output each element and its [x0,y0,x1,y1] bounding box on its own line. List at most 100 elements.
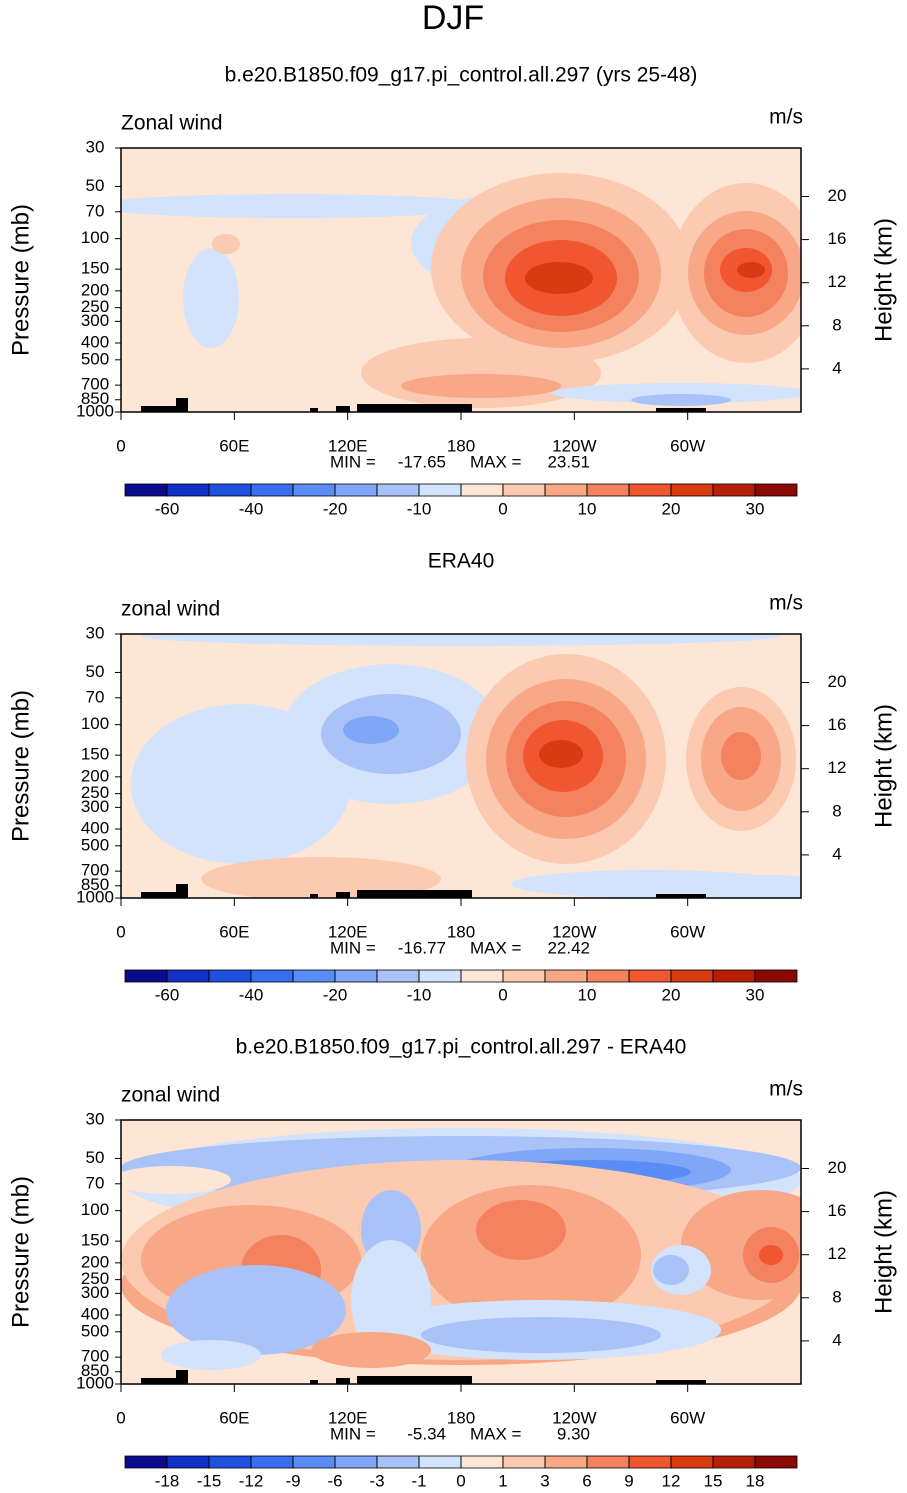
panel-title: b.e20.B1850.f09_g17.pi_control.all.297 -… [236,1036,687,1059]
y2-tick-label: 8 [832,315,841,334]
y2-axis-label: Height (km) [870,1190,897,1314]
units: m/s [769,1078,803,1101]
colorbar-box [460,969,504,983]
x-tick-label: 60W [670,922,705,941]
y2-tick-label: 8 [832,1287,841,1306]
colorbar-box [250,969,294,983]
colorbar-box [124,483,168,497]
topography [141,892,181,898]
y-axis-label: Pressure (mb) [7,1176,34,1328]
topography [336,892,350,898]
units: m/s [769,592,803,615]
contour-region [401,374,561,398]
contour-region [539,740,583,768]
topography [656,1380,706,1384]
contour-region [311,1332,431,1368]
y-tick-label: 70 [86,201,105,220]
colorbar-box [334,483,378,497]
topography [336,1378,350,1384]
colorbar-label: -12 [239,1471,264,1490]
y-tick-label: 70 [86,1173,105,1192]
x-tick-label: 120W [552,922,596,941]
colorbar-label: 20 [662,985,681,1004]
contour-region [421,1317,661,1353]
x-tick-label: 60E [219,922,249,941]
colorbar-box [292,1455,336,1469]
colorbar-box [124,1455,168,1469]
y-tick-label: 30 [86,137,105,156]
colorbar-box [208,483,252,497]
colorbar-label: 9 [624,1471,633,1490]
topography [656,894,706,898]
y-tick-label: 200 [81,766,109,785]
y-tick-label: 150 [81,259,109,278]
topography [176,398,188,412]
colorbar-label: -1 [411,1471,426,1490]
contour-region [201,857,441,898]
y-tick-label: 700 [81,1347,109,1366]
contour-region [141,634,781,646]
y-tick-label: 500 [81,1321,109,1340]
min-value: -5.34 [407,1424,446,1443]
y2-tick-label: 4 [832,1330,841,1349]
colorbar-label: 12 [662,1471,681,1490]
max-value: 9.30 [557,1424,590,1443]
y-tick-label: 1000 [76,887,114,906]
topography [141,406,181,412]
topography [656,408,706,412]
y-tick-label: 500 [81,835,109,854]
contour-region [343,716,399,744]
colorbar-box [502,1455,546,1469]
topography [141,1378,181,1384]
y2-axis-label: Height (km) [870,218,897,342]
y2-tick-label: 4 [832,844,841,863]
x-tick-label: 60W [670,1408,705,1427]
colorbar-box [460,483,504,497]
contour-field [121,634,801,898]
x-tick-label: 120E [328,1408,368,1427]
colorbar-box [544,969,588,983]
colorbar-label: -20 [323,985,348,1004]
contour-region [166,1265,346,1355]
colorbar-box [544,483,588,497]
min-label: MIN = [330,1424,376,1443]
colorbar-box [586,1455,630,1469]
colorbar-box [418,969,462,983]
x-tick-label: 60E [219,1408,249,1427]
y-tick-label: 150 [81,745,109,764]
colorbar-box [754,969,798,983]
x-tick-label: 120E [328,922,368,941]
colorbar-label: 6 [582,1471,591,1490]
y-tick-label: 30 [86,623,105,642]
contour-region [737,262,765,278]
x-tick-label: 120W [552,436,596,455]
contour-region [161,1340,261,1370]
y-tick-label: 50 [86,1148,105,1167]
colorbar-box [124,969,168,983]
y-tick-label: 50 [86,662,105,681]
colorbar-box [670,969,714,983]
x-tick-label: 60W [670,436,705,455]
colorbar-box [712,1455,756,1469]
colorbar-label: 10 [578,499,597,518]
colorbar-box [418,483,462,497]
topography [176,884,188,898]
y-tick-label: 300 [81,311,109,330]
contour-region [759,1245,783,1265]
colorbar-label: -15 [197,1471,222,1490]
y-tick-label: 850 [81,1361,109,1380]
colorbar-label: 15 [704,1471,723,1490]
y-tick-label: 400 [81,818,109,837]
colorbar-label: 0 [456,1471,465,1490]
y-tick-label: 200 [81,280,109,299]
colorbar-box [418,1455,462,1469]
colorbar-box [376,483,420,497]
y-tick-label: 400 [81,332,109,351]
colorbar-box [376,969,420,983]
field-label: Zonal wind [121,112,223,135]
colorbar-box [502,969,546,983]
max-label: MAX = [470,938,522,957]
y-tick-label: 300 [81,797,109,816]
colorbar-box [292,969,336,983]
x-tick-label: 120W [552,1408,596,1427]
